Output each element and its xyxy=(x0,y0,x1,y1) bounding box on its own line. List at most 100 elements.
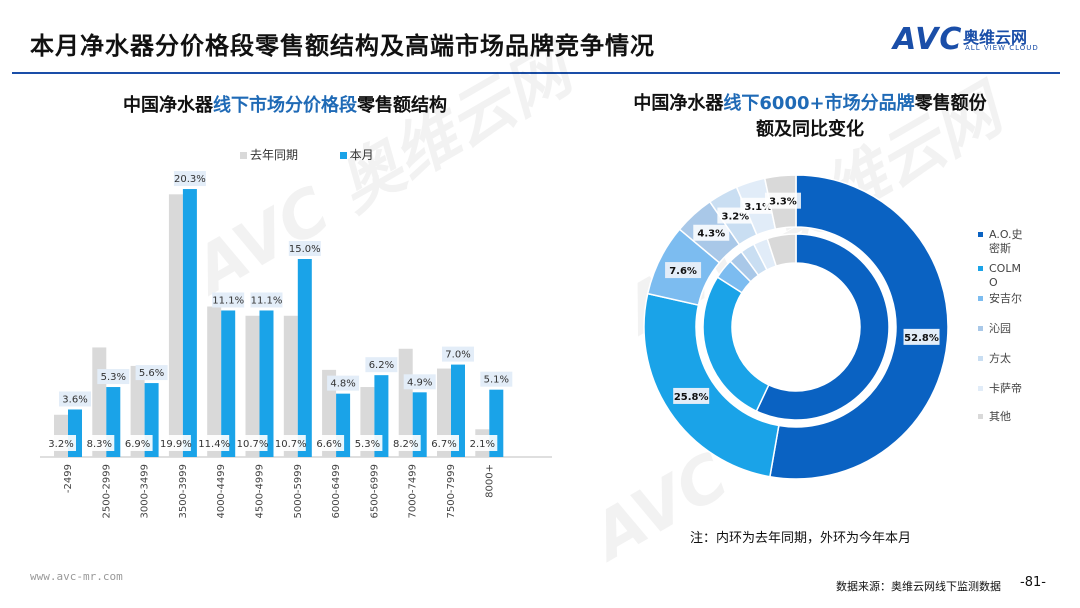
donut-chart: 52.8% 25.8% 7.6% 4.3% 3.2%3.1%3.3% xyxy=(643,174,949,480)
legend-label: 卡萨帝 xyxy=(989,382,1022,395)
data-label-bg xyxy=(237,435,268,451)
pie-chart-title: 中国净水器线下6000+市场分品牌零售额份 额及同比变化 xyxy=(633,93,987,140)
data-label-bg xyxy=(480,371,513,387)
header-divider xyxy=(12,72,1060,74)
bar-legend: 去年同期 本月 xyxy=(240,146,374,163)
legend-label: A.O.史密斯 xyxy=(989,228,1023,255)
data-label-bg xyxy=(288,241,321,256)
website: www.avc-mr.com xyxy=(30,570,123,583)
legend-swatch xyxy=(978,414,983,419)
category-tick-label: 3000-3499 xyxy=(140,464,151,519)
bar-chart-title: 中国净水器线下市场分价格段零售额结构 xyxy=(123,95,447,116)
data-label-bg xyxy=(122,435,153,451)
bar-current-month xyxy=(451,364,465,457)
data-label-bg xyxy=(365,357,398,373)
slice-label-bg xyxy=(673,387,710,404)
data-label-current: 11.1% xyxy=(212,295,244,306)
legend-label: 方太 xyxy=(989,352,1011,365)
data-label-prev: 11.4% xyxy=(198,439,230,450)
legend-label: COLMO xyxy=(989,262,1021,289)
data-label-prev: 6.7% xyxy=(431,439,456,450)
data-label-current: 20.3% xyxy=(174,174,206,185)
category-tick-label: 5000-5999 xyxy=(293,464,304,519)
slice-label-bg xyxy=(665,262,702,279)
data-label-current: 7.0% xyxy=(445,350,470,361)
data-label-bg xyxy=(135,365,168,381)
category-tick-label: 4500-4999 xyxy=(255,464,266,519)
category-tick-label: 2500-2999 xyxy=(101,464,112,519)
data-label-current: 5.1% xyxy=(484,375,509,386)
data-label-bg xyxy=(442,346,474,362)
data-label-bg xyxy=(212,292,245,308)
data-label-bg xyxy=(327,375,360,391)
slice-label-bg xyxy=(693,224,730,241)
bar-prev-year xyxy=(207,306,222,457)
bar-current-month xyxy=(259,310,274,457)
category-tick-label: 7000-7499 xyxy=(408,464,419,519)
logo-cn: 奥维云网 xyxy=(963,28,1028,47)
legend-swatch xyxy=(978,266,983,271)
data-label-bg xyxy=(352,435,383,451)
data-label-bg xyxy=(59,391,91,407)
bar-prev-year xyxy=(245,315,260,457)
chart-note: 注：内环为去年同期，外环为今年本月 xyxy=(690,531,912,546)
slice-label: 3.2% xyxy=(721,212,749,223)
data-label-prev: 19.9% xyxy=(160,439,192,450)
legend-swatch xyxy=(978,232,983,237)
data-label-prev: 8.2% xyxy=(393,439,418,450)
page-number: -81- xyxy=(1020,575,1046,590)
data-label-prev: 2.1% xyxy=(470,439,495,450)
data-label-bg xyxy=(173,171,206,187)
legend-swatch xyxy=(978,356,983,361)
slice-label: 25.8% xyxy=(674,392,709,403)
bar-current-month xyxy=(182,189,197,458)
data-label-current: 6.2% xyxy=(369,360,394,371)
data-label-prev: 10.7% xyxy=(237,439,269,450)
data-label-prev: 5.3% xyxy=(355,439,380,450)
data-label-bg xyxy=(390,435,421,451)
data-source: 数据来源：奥维云网线下监测数据 xyxy=(836,580,1001,593)
slice-label-bg xyxy=(903,328,940,345)
bar-current-month xyxy=(221,310,236,457)
data-label-current: 4.9% xyxy=(407,377,432,388)
inner-ring-slice xyxy=(755,233,890,421)
slice-label: 3.1% xyxy=(744,202,772,213)
logo-en: ALL VIEW CLOUD xyxy=(965,44,1039,52)
data-label-bg xyxy=(403,374,436,390)
category-tick-label: 7500-7999 xyxy=(446,464,457,519)
data-label-bg xyxy=(429,435,459,451)
data-label-bg xyxy=(160,435,191,451)
inner-ring-slice xyxy=(766,233,797,268)
data-label-bg xyxy=(84,435,115,451)
legend-swatch xyxy=(978,296,983,301)
legend-item-curr: 本月 xyxy=(339,148,374,162)
category-tick-label: 6000-6499 xyxy=(331,464,342,519)
category-tick-label: -2499 xyxy=(63,464,74,493)
category-tick-label: 6500-6999 xyxy=(369,464,380,519)
data-label-prev: 10.7% xyxy=(275,439,307,450)
data-label-current: 5.3% xyxy=(101,372,126,383)
data-label-current: 15.0% xyxy=(289,244,321,255)
bar-prev-year xyxy=(168,194,183,457)
data-label-bg xyxy=(46,435,76,451)
slice-label-bg xyxy=(764,192,801,209)
slice-label: 4.3% xyxy=(697,229,725,240)
slice-label: 7.6% xyxy=(669,266,697,277)
data-label-prev: 3.2% xyxy=(48,439,73,450)
bar-prev-year xyxy=(437,368,451,457)
data-label-prev: 6.6% xyxy=(316,439,341,450)
data-label-current: 5.6% xyxy=(139,368,164,379)
data-label-bg xyxy=(467,435,498,451)
data-label-current: 11.1% xyxy=(251,295,283,306)
bar-current-month xyxy=(297,259,312,457)
page-title: 本月净水器分价格段零售额结构及高端市场品牌竞争情况 xyxy=(30,32,655,60)
data-label-current: 3.6% xyxy=(62,394,87,405)
slice-label: 3.3% xyxy=(769,197,797,208)
legend-label: 沁园 xyxy=(989,322,1011,335)
data-label-bg xyxy=(199,435,230,451)
brand-logo: AVC 奥维云网 ALL VIEW CLOUD xyxy=(893,22,1058,57)
legend-swatch xyxy=(978,326,983,331)
legend-label: 其他 xyxy=(989,410,1011,423)
legend-item-prev: 去年同期 xyxy=(240,148,298,162)
legend-swatch xyxy=(978,386,983,391)
